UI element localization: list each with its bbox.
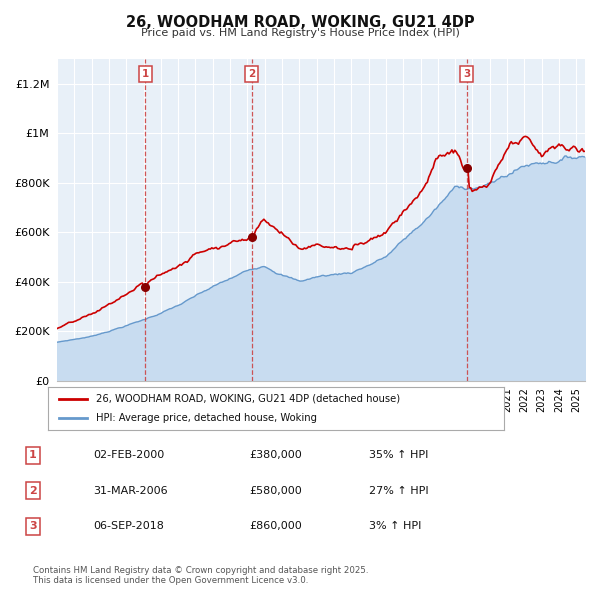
Text: 3% ↑ HPI: 3% ↑ HPI	[369, 522, 421, 531]
Text: 26, WOODHAM ROAD, WOKING, GU21 4DP (detached house): 26, WOODHAM ROAD, WOKING, GU21 4DP (deta…	[96, 394, 400, 404]
Text: 31-MAR-2006: 31-MAR-2006	[93, 486, 167, 496]
Text: 1: 1	[142, 69, 149, 79]
Text: 3: 3	[463, 69, 470, 79]
Text: 35% ↑ HPI: 35% ↑ HPI	[369, 451, 428, 460]
Text: £380,000: £380,000	[249, 451, 302, 460]
Text: HPI: Average price, detached house, Woking: HPI: Average price, detached house, Woki…	[96, 414, 317, 424]
Text: 02-FEB-2000: 02-FEB-2000	[93, 451, 164, 460]
Text: 27% ↑ HPI: 27% ↑ HPI	[369, 486, 428, 496]
Text: £580,000: £580,000	[249, 486, 302, 496]
Text: £860,000: £860,000	[249, 522, 302, 531]
Text: 3: 3	[29, 522, 37, 531]
Text: 2: 2	[248, 69, 256, 79]
Text: 06-SEP-2018: 06-SEP-2018	[93, 522, 164, 531]
Text: 2: 2	[29, 486, 37, 496]
Text: Price paid vs. HM Land Registry's House Price Index (HPI): Price paid vs. HM Land Registry's House …	[140, 28, 460, 38]
Text: 1: 1	[29, 451, 37, 460]
Text: 26, WOODHAM ROAD, WOKING, GU21 4DP: 26, WOODHAM ROAD, WOKING, GU21 4DP	[125, 15, 475, 30]
Text: Contains HM Land Registry data © Crown copyright and database right 2025.
This d: Contains HM Land Registry data © Crown c…	[33, 566, 368, 585]
